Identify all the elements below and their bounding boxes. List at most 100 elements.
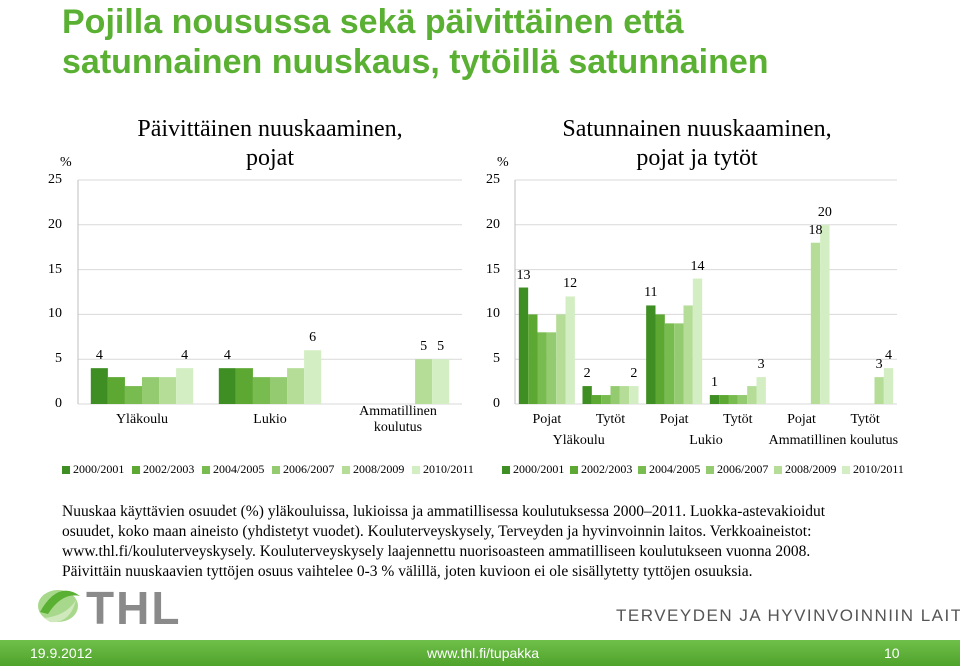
caption-line: Nuuskaa käyttävien osuudet (%) yläkoului…: [62, 503, 826, 520]
bar: [546, 332, 557, 404]
y-tick-label: 25: [48, 171, 62, 187]
data-label: 2: [583, 366, 591, 382]
bar: [90, 368, 108, 404]
y-tick-label: 20: [48, 216, 62, 232]
bar: [556, 314, 566, 404]
bar: [528, 314, 538, 404]
y-tick-label: 15: [48, 261, 62, 277]
bar: [235, 368, 253, 404]
footer-page: 10: [884, 645, 900, 661]
bar: [674, 323, 684, 404]
x-tick-label: Yläkoulu: [115, 411, 169, 427]
bar: [415, 359, 433, 404]
x-tick-label: Lukio: [253, 411, 287, 427]
chart-title: Satunnainen nuuskaaminen, pojat ja tytöt: [562, 116, 832, 171]
data-label: 3: [757, 357, 765, 373]
legend-swatch: [706, 466, 714, 474]
data-label: 5: [437, 339, 445, 355]
bar: [683, 305, 693, 404]
y-tick-label: 10: [486, 306, 500, 322]
legend-swatch: [570, 466, 578, 474]
data-label: 11: [644, 285, 658, 301]
bar: [142, 377, 160, 404]
logo-mark: [38, 590, 80, 623]
bar: [820, 224, 830, 404]
bar: [619, 386, 630, 404]
x-group-label: Ammatillinen koulutus: [768, 432, 899, 448]
bar: [591, 395, 602, 404]
data-label: 4: [223, 348, 231, 364]
caption-line: www.thl.fi/kouluterveyskysely. Kouluterv…: [62, 543, 811, 560]
footer-date: 19.9.2012: [30, 645, 93, 661]
legend-label: 2004/2005: [649, 462, 701, 477]
caption-line: osuudet, koko maan aineisto (yhdistetyt …: [62, 523, 812, 540]
y-tick-label: 25: [486, 171, 500, 187]
bar: [692, 278, 703, 404]
legend-swatch: [638, 466, 646, 474]
bar: [629, 386, 639, 404]
data-label: 13: [516, 267, 531, 283]
bar: [176, 368, 194, 404]
footer-url: www.thl.fi/tupakka: [427, 645, 540, 661]
chart-title: Päivittäinen nuuskaaminen, pojat: [137, 116, 403, 171]
bar: [270, 377, 288, 404]
legend-label: 2010/2011: [423, 462, 474, 477]
bar: [582, 386, 592, 404]
data-label: 6: [309, 330, 317, 346]
bar: [719, 395, 729, 404]
footer: 19.9.2012 www.thl.fi/tupakka 10: [0, 640, 960, 666]
y-tick-label: 15: [486, 261, 500, 277]
x-group-label: Lukio: [689, 432, 723, 448]
x-tick-label: Pojat: [532, 411, 562, 427]
bar: [518, 287, 529, 404]
y-axis-label: %: [60, 154, 72, 170]
bar: [252, 377, 270, 404]
bar: [124, 386, 142, 404]
legend-label: 2010/2011: [853, 462, 904, 477]
legend-swatch: [272, 466, 280, 474]
bar: [432, 359, 450, 404]
bar: [747, 386, 757, 404]
caption-line: Päivittäin nuuskaavien tyttöjen osuus va…: [62, 563, 753, 580]
legend-swatch: [202, 466, 210, 474]
legend-label: 2006/2007: [717, 462, 769, 477]
bar: [646, 305, 656, 404]
bar: [709, 395, 720, 404]
bar: [159, 377, 177, 404]
legend-swatch: [62, 466, 70, 474]
legend-label: 2002/2003: [581, 462, 633, 477]
y-axis-label: %: [497, 154, 509, 170]
y-tick-label: 5: [493, 351, 500, 367]
legend-swatch: [412, 466, 420, 474]
caption: Nuuskaa käyttävien osuudet (%) yläkoului…: [62, 502, 825, 582]
bar: [756, 377, 766, 404]
bar: [107, 377, 125, 404]
data-label: 4: [885, 348, 892, 364]
bar: [810, 242, 821, 404]
legend-label: 2004/2005: [213, 462, 265, 477]
legend-swatch: [842, 466, 850, 474]
y-tick-label: 0: [55, 395, 62, 411]
data-label: 12: [563, 276, 578, 292]
bar: [874, 377, 884, 404]
legend-label: 2008/2009: [785, 462, 837, 477]
legend-label: 2000/2001: [513, 462, 565, 477]
legend-label: 2000/2001: [73, 462, 125, 477]
bar: [883, 368, 894, 404]
x-tick-label: Ammatillinen koulutus: [359, 403, 437, 435]
y-tick-label: 0: [493, 395, 500, 411]
legend-label: 2008/2009: [353, 462, 405, 477]
data-label: 4: [181, 348, 189, 364]
data-label: 3: [875, 357, 883, 373]
bar: [601, 395, 611, 404]
legend-label: 2006/2007: [283, 462, 335, 477]
logo-subtitle: TERVEYDEN JA HYVINVOINNIIN LAITOS: [616, 606, 960, 625]
data-label: 5: [420, 339, 428, 355]
bar: [287, 368, 305, 404]
data-label: 2: [630, 366, 638, 382]
data-label: 18: [808, 222, 823, 238]
bar: [537, 332, 547, 404]
bar: [610, 386, 620, 404]
bar: [218, 368, 236, 404]
